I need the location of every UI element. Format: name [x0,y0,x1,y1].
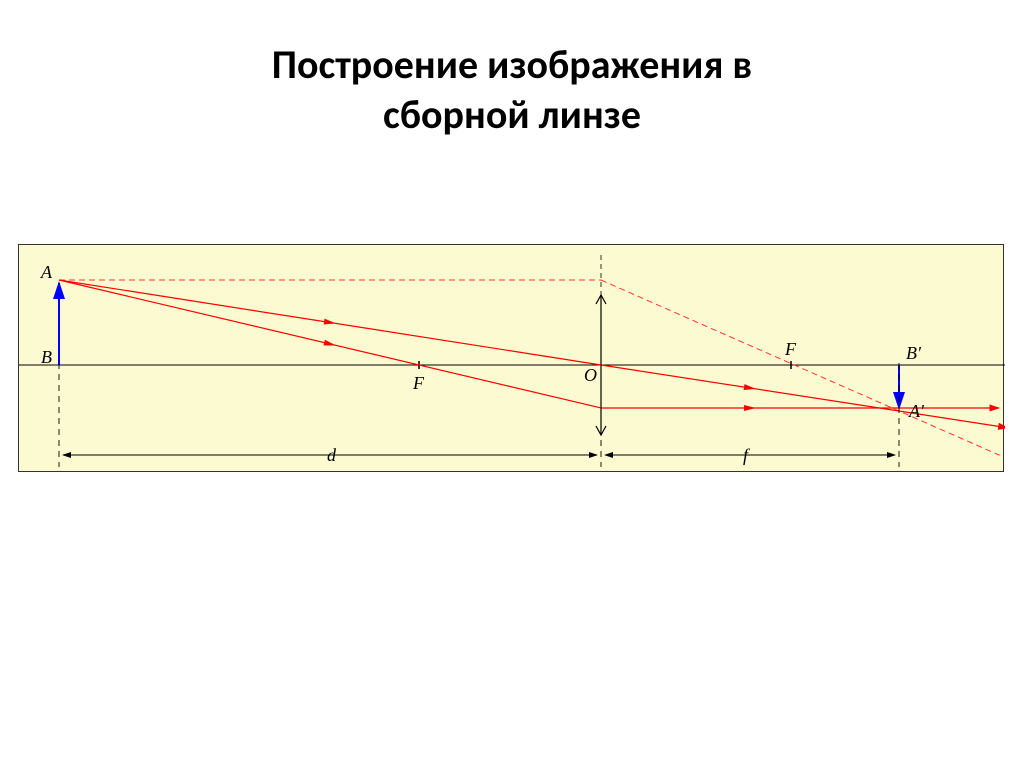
title-line2: сборной линзе [383,90,641,139]
lens-diagram: ABOA'B'dfFF [18,244,1004,472]
label-A: A [40,262,53,282]
label-d: d [327,445,337,465]
label-F2: F [784,339,797,359]
page-title: Построение изображения в сборной линзе [0,40,1024,140]
label-Aprime: A' [908,401,925,421]
label-Bprime: B' [906,343,922,363]
label-O: O [584,365,597,385]
lens-svg: ABOA'B'dfFF [19,245,1005,473]
label-B: B [41,347,52,367]
label-F1: F [412,373,425,393]
title-line1: Построение изображения в [272,40,752,89]
